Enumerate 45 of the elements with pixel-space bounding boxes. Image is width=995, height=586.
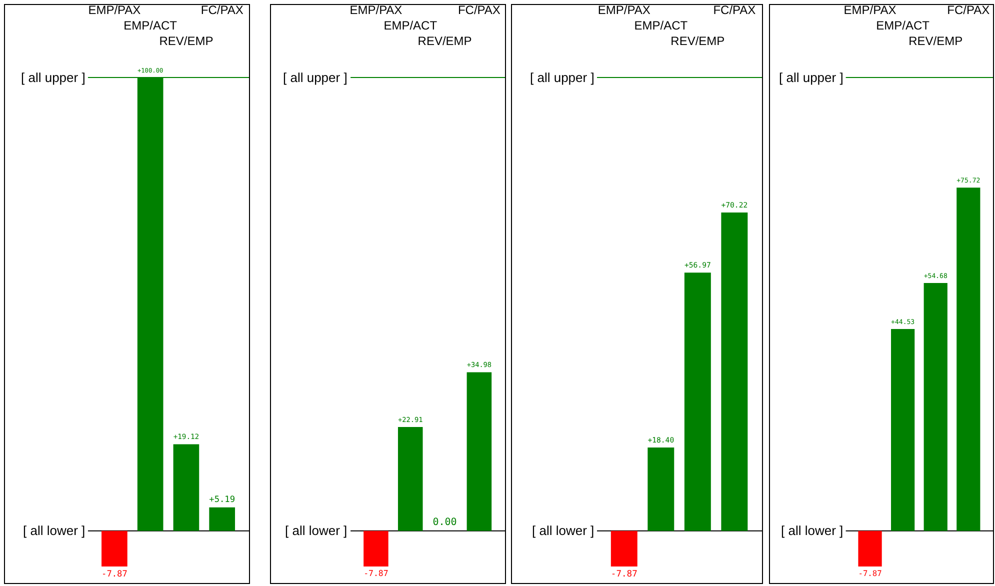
- x-tick-label: EMP/ACT: [124, 18, 178, 33]
- ref-line-label: [ all upper ]: [779, 70, 844, 85]
- ref-line-label: [ all upper ]: [21, 70, 86, 85]
- x-tick-label: REV/EMP: [418, 34, 472, 48]
- x-tick-label: FC/PAX: [713, 3, 756, 17]
- bar: [956, 188, 980, 531]
- ref-line-label: [ all upper ]: [530, 70, 594, 85]
- x-tick-label: EMP/PAX: [88, 3, 141, 17]
- data-label: -7.87: [364, 568, 388, 578]
- x-tick-label: REV/EMP: [159, 34, 214, 48]
- bar: [102, 530, 128, 567]
- x-tick-label: FC/PAX: [947, 3, 990, 17]
- data-label: -7.87: [102, 569, 128, 580]
- bar: [648, 447, 674, 531]
- data-label: +5.19: [209, 494, 236, 505]
- x-tick-label: FC/PAX: [200, 3, 244, 17]
- bar: [858, 530, 882, 567]
- x-tick-label: FC/PAX: [458, 3, 500, 17]
- bar: [924, 282, 948, 531]
- data-label: +70.22: [721, 200, 748, 210]
- x-tick-label: EMP/PAX: [844, 3, 896, 17]
- bar: [209, 507, 236, 531]
- x-tick-label: REV/EMP: [670, 34, 725, 48]
- ref-line-label: [ all upper ]: [283, 70, 348, 85]
- bar: [721, 212, 748, 531]
- ref-line-label: [ all lower ]: [532, 523, 594, 538]
- ref-line-label: [ all lower ]: [285, 523, 348, 538]
- data-label: +56.97: [684, 260, 711, 270]
- data-label: +19.12: [173, 432, 200, 442]
- bar: [891, 329, 915, 531]
- x-tick-label: EMP/ACT: [876, 18, 930, 33]
- ref-line-label: [ all lower ]: [781, 523, 844, 538]
- x-tick-label: EMP/ACT: [384, 18, 438, 33]
- data-label: +18.40: [648, 435, 674, 444]
- data-label: -7.87: [858, 568, 882, 578]
- bar: [173, 444, 200, 531]
- x-tick-label: EMP/PAX: [350, 3, 402, 17]
- bar: [684, 272, 711, 531]
- x-tick-label: REV/EMP: [908, 34, 963, 48]
- x-tick-label: EMP/PAX: [598, 3, 650, 17]
- ref-line-label: [ all lower ]: [23, 523, 86, 538]
- data-label: -7.87: [610, 570, 638, 580]
- data-label: 0.00: [432, 516, 457, 528]
- x-tick-label: EMP/ACT: [634, 18, 688, 33]
- bar: [610, 530, 638, 567]
